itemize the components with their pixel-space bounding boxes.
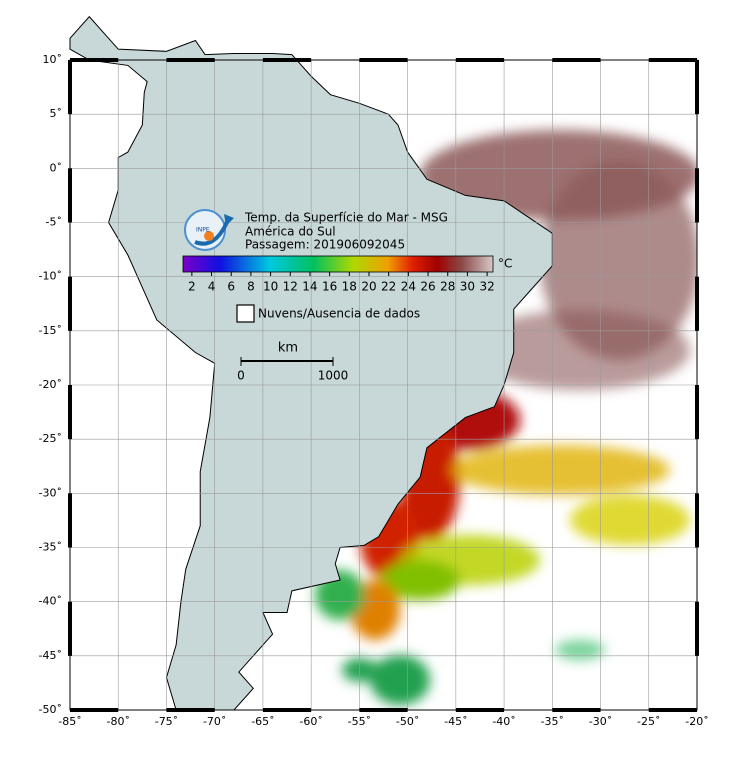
frame-segment: [695, 493, 699, 548]
x-tick-label: -65˚: [251, 715, 274, 728]
y-tick-label: -40˚: [39, 595, 62, 608]
y-tick-label: 10˚: [43, 53, 63, 66]
colorbar-tick-label: 20: [361, 280, 376, 294]
x-tick-label: -25˚: [637, 715, 660, 728]
frame-segment: [695, 276, 699, 331]
frame-segment: [70, 58, 119, 62]
x-tick-label: -35˚: [541, 715, 564, 728]
x-tick-label: -85˚: [58, 715, 81, 728]
frame-segment: [552, 708, 601, 712]
y-tick-label: 0˚: [50, 161, 63, 174]
y-tick-label: -50˚: [39, 703, 62, 716]
colorbar-tick-label: 26: [420, 280, 435, 294]
y-tick-label: -10˚: [39, 270, 62, 283]
x-tick-label: -60˚: [299, 715, 322, 728]
colorbar-tick-label: 8: [247, 280, 255, 294]
scale-label: 1000: [318, 369, 349, 383]
cloud-legend-box: [236, 304, 255, 323]
frame-segment: [262, 708, 312, 712]
frame-segment: [359, 58, 408, 62]
x-tick-label: -55˚: [348, 715, 371, 728]
colorbar-tick-label: 32: [479, 280, 494, 294]
colorbar-tick-label: 14: [302, 280, 317, 294]
frame-segment: [552, 58, 601, 62]
frame-segment: [695, 60, 699, 115]
x-tick-label: -70˚: [203, 715, 226, 728]
colorbar-tick-label: 28: [440, 280, 455, 294]
frame-segment: [648, 708, 697, 712]
frame-segment: [68, 276, 72, 331]
pass-time: Passagem: 201906092045: [245, 238, 405, 252]
y-tick-label: -25˚: [39, 432, 62, 445]
x-tick-label: -50˚: [396, 715, 419, 728]
y-tick-label: -15˚: [39, 324, 62, 337]
x-tick-label: -45˚: [444, 715, 467, 728]
tick-labels: -85˚ -80˚ -75˚ -70˚ -65˚ -60˚ -55˚ -50˚ -45˚ -40˚…: [39, 53, 709, 728]
y-tick-label: -30˚: [39, 486, 62, 499]
colorbar-tick-label: 12: [283, 280, 298, 294]
frame-segment: [68, 493, 72, 548]
scale-bar: 0 1000: [237, 357, 348, 383]
x-tick-label: -75˚: [155, 715, 178, 728]
y-tick-label: -5˚: [46, 216, 62, 229]
frame-segment: [68, 168, 72, 223]
colorbar-ticks: 2 4 6 8 10 12 14 16 18 20 22 24 26 28 30 32: [188, 272, 495, 294]
frame-segment: [648, 58, 697, 62]
y-tick-label: -20˚: [39, 378, 62, 391]
colorbar-tick-label: 10: [263, 280, 278, 294]
colorbar-tick-label: 18: [342, 280, 357, 294]
y-tick-label: -45˚: [39, 649, 62, 662]
y-tick-label: 5˚: [50, 107, 63, 120]
frame-segment: [455, 708, 505, 712]
title: Temp. da Superfície do Mar - MSG: [244, 211, 448, 225]
cloud-legend-label: Nuvens/Ausencia de dados: [258, 307, 420, 321]
colorbar-tick-label: 2: [188, 280, 196, 294]
y-tick-label: -35˚: [39, 541, 62, 554]
colorbar-tick-label: 6: [227, 280, 235, 294]
frame-segment: [166, 58, 215, 62]
colorbar-tick-label: 4: [208, 280, 216, 294]
frame-segment: [70, 708, 119, 712]
colorbar-tick-label: 24: [401, 280, 416, 294]
colorbar-tick-label: 30: [460, 280, 475, 294]
region: América do Sul: [245, 225, 336, 239]
scale-label: 0: [237, 369, 245, 383]
frame-segment: [166, 708, 215, 712]
x-tick-label: -20˚: [685, 715, 708, 728]
x-tick-label: -80˚: [106, 715, 129, 728]
x-tick-label: -40˚: [492, 715, 515, 728]
scale-unit: km: [278, 341, 298, 356]
frame-segment: [68, 385, 72, 440]
svg-text:INPE: INPE: [196, 227, 210, 234]
frame-segment: [455, 58, 505, 62]
colorbar-tick-label: 22: [381, 280, 396, 294]
colorbar: [182, 255, 494, 273]
frame-segment: [68, 601, 72, 656]
frame-segment: [68, 60, 72, 115]
frame-segment: [695, 168, 699, 223]
frame-segment: [262, 58, 312, 62]
frame-segment: [695, 601, 699, 656]
colorbar-tick-label: 16: [322, 280, 337, 294]
colorbar-unit: °C: [498, 257, 512, 271]
x-tick-label: -30˚: [589, 715, 612, 728]
frame-segment: [359, 708, 408, 712]
logo: INPE: [184, 209, 234, 251]
frame-segment: [695, 385, 699, 440]
